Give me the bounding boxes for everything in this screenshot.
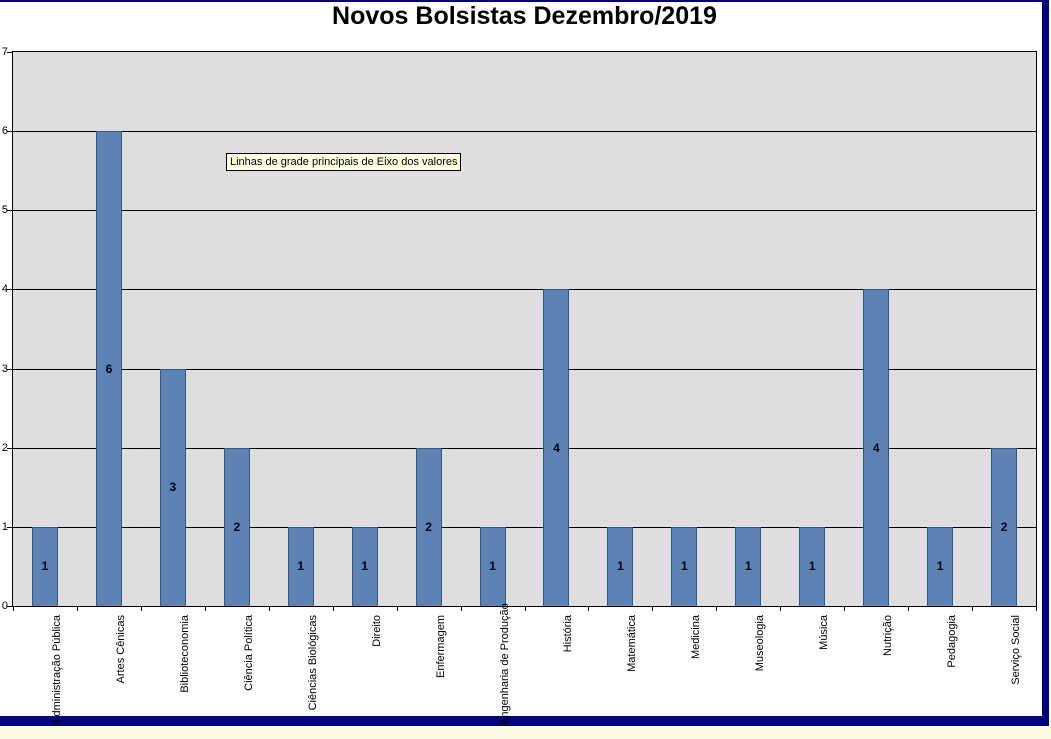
y-axis-tick-mark	[7, 52, 13, 53]
bar-9[interactable]	[543, 289, 570, 606]
x-axis-tick-mark	[524, 606, 526, 611]
x-axis-tick-mark	[972, 606, 974, 611]
x-axis-tick-mark	[1036, 606, 1037, 611]
x-axis-category-label: Artes Cênicas	[114, 615, 127, 684]
x-axis-tick-mark	[716, 606, 718, 611]
x-axis-tick-mark	[76, 606, 78, 611]
x-axis-category-label: Ciências Biológicas	[306, 615, 319, 711]
bar-5[interactable]	[287, 526, 314, 606]
bar-data-label: 1	[361, 559, 368, 574]
bar-3[interactable]	[159, 368, 186, 606]
x-axis-category-label: História	[562, 615, 575, 653]
bar-data-label: 1	[297, 559, 305, 574]
plot-area[interactable]: 1 6 3 2 1 1 2 1 4 1 1 1 1 4 1 2	[12, 51, 1037, 607]
x-axis-tick-mark	[652, 606, 654, 611]
bar-data-label: 4	[553, 440, 560, 455]
y-axis-tick-label: 4	[1, 283, 8, 296]
x-axis-category-label: Matemática	[626, 615, 639, 672]
major-gridline	[13, 368, 1036, 370]
major-gridline	[13, 210, 1036, 212]
x-axis-category-label: Serviço Social	[1010, 615, 1023, 685]
x-axis-category-label: Ciência Política	[242, 615, 255, 691]
y-axis-tick-label: 7	[1, 46, 8, 58]
x-axis-category-label: Música	[818, 615, 831, 650]
x-axis-category-label: Engenharia de Produção	[498, 603, 511, 725]
x-axis-tick-mark	[588, 606, 590, 611]
bar-2[interactable]	[95, 131, 122, 606]
x-axis-tick-mark	[332, 606, 334, 611]
y-axis-tick-mark	[7, 368, 13, 370]
bar-11[interactable]	[671, 526, 698, 606]
major-gridline	[13, 131, 1036, 133]
chart-title: Novos Bolsistas Dezembro/2019	[332, 2, 717, 30]
major-gridline	[13, 526, 1036, 528]
bar-data-label: 1	[617, 559, 624, 574]
bar-7[interactable]	[415, 447, 442, 606]
bar-12[interactable]	[735, 526, 762, 606]
x-axis-category-label: Pedagogia	[946, 615, 959, 668]
bar-data-label: 3	[169, 480, 177, 495]
x-axis-category-label: Medicina	[690, 615, 703, 660]
bar-14[interactable]	[863, 289, 890, 606]
bar-data-label: 2	[1000, 519, 1008, 534]
x-axis-category-label: Museologia	[754, 615, 767, 672]
bar-data-label: 1	[681, 559, 688, 574]
x-axis-category-label: Biblioteconomia	[178, 615, 191, 693]
y-axis-tick-label: 6	[1, 125, 8, 138]
y-axis-tick-label: 2	[1, 441, 8, 454]
y-axis-tick-mark	[7, 289, 13, 291]
bar-8[interactable]	[479, 526, 506, 606]
x-axis-category-label: Administração Pública	[50, 615, 63, 724]
x-axis-tick-mark	[780, 606, 782, 611]
bar-16[interactable]	[991, 447, 1018, 606]
x-axis-category-label: Enfermagem	[434, 615, 447, 678]
x-axis-tick-mark	[204, 606, 206, 611]
y-axis-tick-label: 0	[1, 600, 8, 612]
x-axis-tick-mark	[268, 606, 270, 611]
bar-data-label: 6	[105, 361, 113, 376]
bar-data-label: 1	[808, 559, 816, 574]
y-axis-tick-mark	[7, 447, 13, 449]
bar-10[interactable]	[607, 526, 634, 606]
x-axis-category-label: Nutrição	[882, 615, 895, 656]
bar-15[interactable]	[927, 526, 954, 606]
y-axis-tick-mark	[7, 606, 13, 607]
bar-1[interactable]	[31, 526, 58, 606]
x-axis-tick-mark	[844, 606, 846, 611]
bar-data-label: 4	[872, 440, 880, 455]
y-axis-tick-label: 5	[1, 204, 8, 217]
bar-data-label: 2	[233, 519, 241, 534]
bar-data-label: 1	[489, 559, 496, 574]
bar-data-label: 2	[425, 519, 432, 534]
x-axis-tick-mark	[13, 606, 14, 611]
y-axis-tick-label: 1	[1, 520, 8, 533]
y-axis-tick-mark	[7, 526, 13, 528]
bar-data-label: 1	[936, 559, 944, 574]
x-axis-tick-mark	[396, 606, 398, 611]
bar-4[interactable]	[223, 447, 250, 606]
bar-6[interactable]	[351, 526, 378, 606]
x-axis-tick-mark	[908, 606, 910, 611]
major-gridline	[13, 289, 1036, 291]
major-gridline	[13, 447, 1036, 449]
y-axis-tick-label: 3	[1, 362, 8, 375]
y-axis-tick-mark	[7, 210, 13, 212]
bar-data-label: 1	[744, 559, 752, 574]
bar-data-label: 1	[41, 559, 49, 574]
x-axis-category-label: Direito	[370, 615, 383, 647]
x-axis-tick-mark	[140, 606, 142, 611]
y-axis-tick-mark	[7, 131, 13, 133]
gridline-tooltip: Linhas de grade principais de Eixo dos v…	[226, 153, 462, 171]
x-axis-tick-mark	[460, 606, 462, 611]
bar-13[interactable]	[799, 526, 826, 606]
